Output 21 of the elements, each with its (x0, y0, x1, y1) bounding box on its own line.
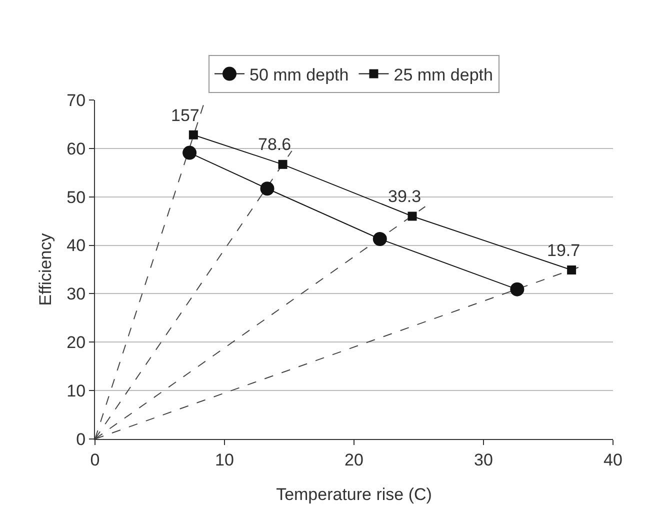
legend-label: 25 mm depth (394, 65, 493, 84)
y-tick-label: 50 (66, 188, 86, 207)
x-tick-label: 40 (604, 450, 622, 470)
annotation: 39.3 (388, 187, 422, 206)
x-tick-label: 0 (90, 450, 100, 470)
y-tick-label: 40 (66, 236, 86, 256)
y-axis-title: Efficiency (36, 232, 55, 306)
annotation: 78.6 (258, 135, 292, 154)
y-tick-label: 30 (66, 284, 86, 304)
y-tick-label: 20 (66, 333, 86, 352)
y-tick-label: 10 (66, 382, 86, 401)
y-tick-label: 0 (76, 430, 86, 449)
annotation: 19.7 (547, 241, 580, 260)
annotation: 157 (171, 106, 200, 125)
y-tick-label: 60 (66, 139, 86, 158)
x-tick-label: 10 (215, 450, 234, 470)
legend-label: 50 mm depth (250, 65, 349, 84)
x-axis-title: Temperature rise (C) (276, 485, 432, 504)
x-tick-label: 30 (474, 450, 493, 470)
x-tick-label: 20 (344, 450, 364, 470)
y-tick-label: 70 (66, 90, 86, 110)
